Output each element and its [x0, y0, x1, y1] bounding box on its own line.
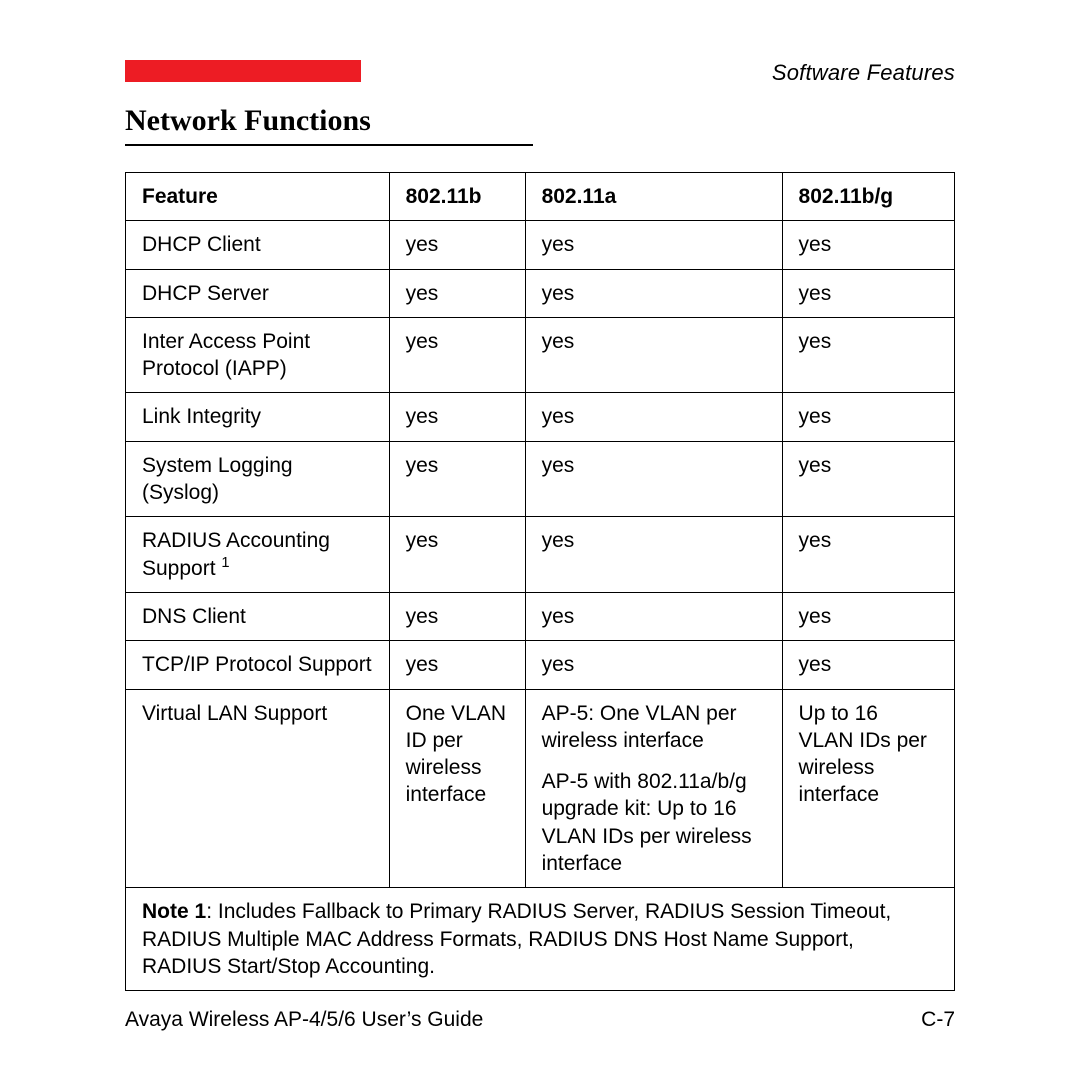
cell-a: yes	[525, 393, 782, 441]
cell-a: AP-5: One VLAN per wireless interface AP…	[525, 689, 782, 888]
cell-a: yes	[525, 221, 782, 269]
cell-b: One VLAN ID per wireless interface	[389, 689, 525, 888]
cell-feature: Link Integrity	[126, 393, 390, 441]
cell-a: yes	[525, 517, 782, 593]
table-row: DHCP Client yes yes yes	[126, 221, 955, 269]
footer-left: Avaya Wireless AP-4/5/6 User’s Guide	[125, 1008, 483, 1032]
cell-bg: yes	[782, 269, 954, 317]
cell-b: yes	[389, 441, 525, 517]
col-80211a: 802.11a	[525, 173, 782, 221]
cell-b: yes	[389, 517, 525, 593]
note-text: : Includes Fallback to Primary RADIUS Se…	[142, 900, 891, 978]
table-row: Virtual LAN Support One VLAN ID per wire…	[126, 689, 955, 888]
col-80211b: 802.11b	[389, 173, 525, 221]
cell-bg: yes	[782, 641, 954, 689]
cell-bg: Up to 16 VLAN IDs per wireless interface	[782, 689, 954, 888]
note-cell: Note 1: Includes Fallback to Primary RAD…	[126, 888, 955, 991]
cell-bg: yes	[782, 317, 954, 393]
table-row: RADIUS Accounting Support 1 yes yes yes	[126, 517, 955, 593]
table-note-row: Note 1: Includes Fallback to Primary RAD…	[126, 888, 955, 991]
cell-bg: yes	[782, 517, 954, 593]
table-row: System Logging (Syslog) yes yes yes	[126, 441, 955, 517]
cell-b: yes	[389, 269, 525, 317]
cell-a: yes	[525, 641, 782, 689]
cell-bg: yes	[782, 592, 954, 640]
cell-a: yes	[525, 269, 782, 317]
cell-a: yes	[525, 317, 782, 393]
brand-bar	[125, 60, 361, 82]
cell-b: yes	[389, 592, 525, 640]
cell-feature: Inter Access Point Protocol (IAPP)	[126, 317, 390, 393]
cell-b: yes	[389, 317, 525, 393]
cell-b: yes	[389, 641, 525, 689]
footer-right: C-7	[921, 1008, 955, 1032]
cell-a-p2: AP-5 with 802.11a/b/g upgrade kit: Up to…	[542, 768, 766, 877]
page: Software Features Network Functions Feat…	[0, 0, 1080, 991]
cell-feature: Virtual LAN Support	[126, 689, 390, 888]
note-label: Note 1	[142, 900, 206, 923]
cell-feature: System Logging (Syslog)	[126, 441, 390, 517]
features-table: Feature 802.11b 802.11a 802.11b/g DHCP C…	[125, 172, 955, 991]
table-row: DHCP Server yes yes yes	[126, 269, 955, 317]
cell-feature: DHCP Server	[126, 269, 390, 317]
col-80211bg: 802.11b/g	[782, 173, 954, 221]
cell-bg: yes	[782, 393, 954, 441]
table-row: Inter Access Point Protocol (IAPP) yes y…	[126, 317, 955, 393]
cell-feature: RADIUS Accounting Support 1	[126, 517, 390, 593]
cell-b: yes	[389, 221, 525, 269]
title-rule	[125, 144, 533, 146]
footnote-marker: 1	[221, 555, 229, 571]
cell-a: yes	[525, 441, 782, 517]
cell-a: yes	[525, 592, 782, 640]
table-header-row: Feature 802.11b 802.11a 802.11b/g	[126, 173, 955, 221]
cell-a-p1: AP-5: One VLAN per wireless interface	[542, 700, 766, 755]
feature-text: RADIUS Accounting Support	[142, 529, 330, 579]
cell-feature: DHCP Client	[126, 221, 390, 269]
page-footer: Avaya Wireless AP-4/5/6 User’s Guide C-7	[125, 1008, 955, 1032]
table-row: DNS Client yes yes yes	[126, 592, 955, 640]
page-header: Software Features	[125, 60, 955, 86]
cell-bg: yes	[782, 441, 954, 517]
page-title: Network Functions	[125, 104, 955, 138]
cell-b: yes	[389, 393, 525, 441]
cell-feature: DNS Client	[126, 592, 390, 640]
cell-bg: yes	[782, 221, 954, 269]
col-feature: Feature	[126, 173, 390, 221]
table-row: Link Integrity yes yes yes	[126, 393, 955, 441]
section-label: Software Features	[772, 60, 955, 86]
table-row: TCP/IP Protocol Support yes yes yes	[126, 641, 955, 689]
cell-feature: TCP/IP Protocol Support	[126, 641, 390, 689]
